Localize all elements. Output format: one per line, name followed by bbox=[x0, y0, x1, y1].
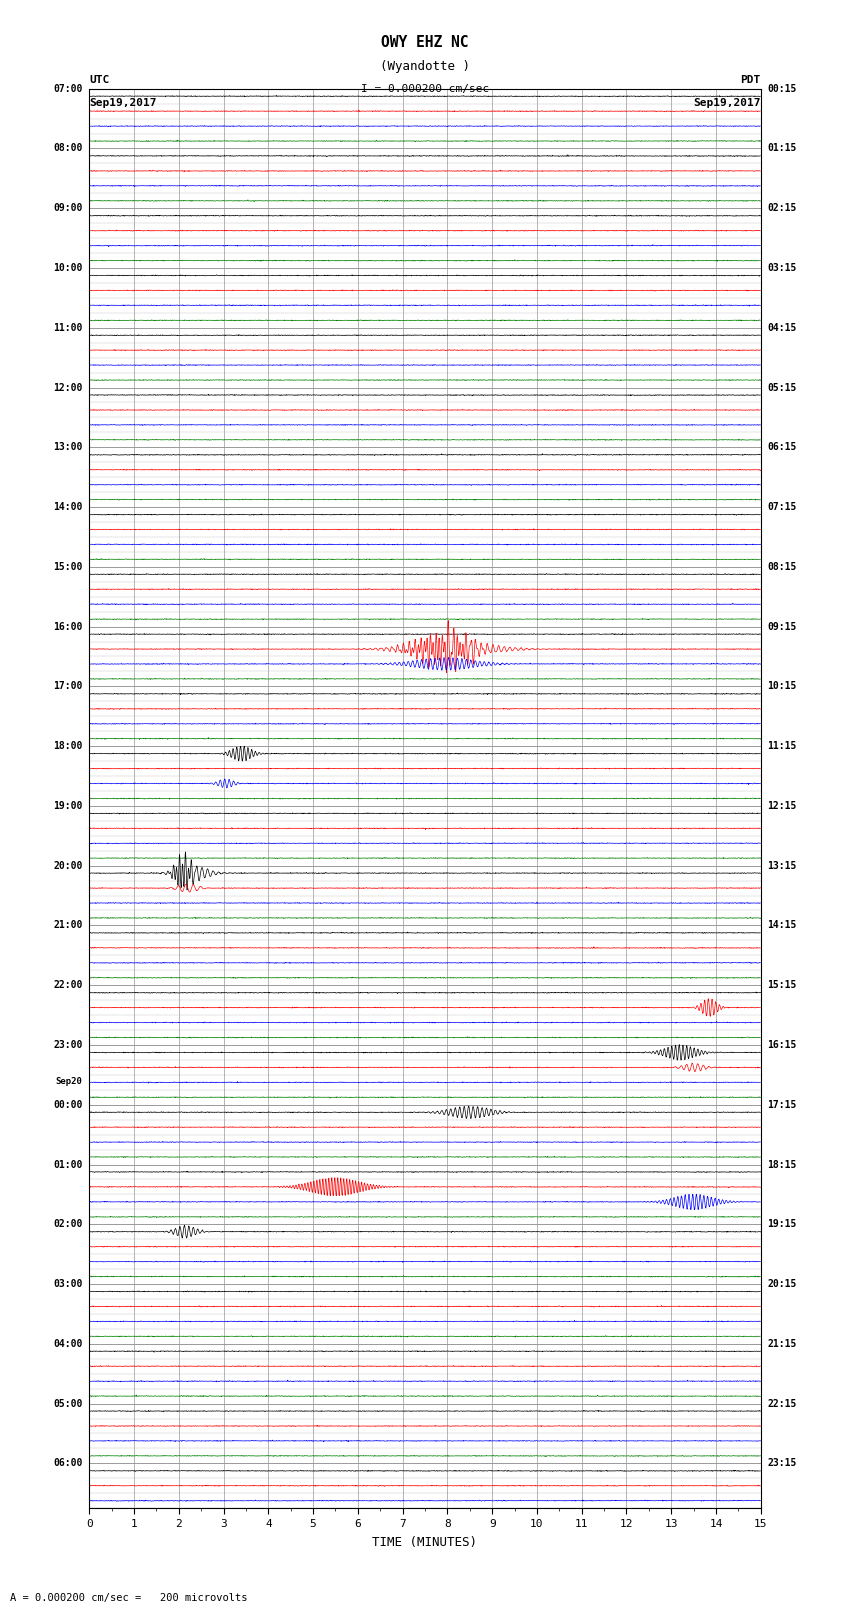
Text: 17:15: 17:15 bbox=[768, 1100, 797, 1110]
Text: 23:15: 23:15 bbox=[768, 1458, 797, 1468]
Text: 23:00: 23:00 bbox=[53, 1040, 82, 1050]
Text: 18:00: 18:00 bbox=[53, 740, 82, 752]
Text: I = 0.000200 cm/sec: I = 0.000200 cm/sec bbox=[361, 84, 489, 94]
Text: 10:15: 10:15 bbox=[768, 681, 797, 692]
Text: 01:00: 01:00 bbox=[53, 1160, 82, 1169]
Text: 04:00: 04:00 bbox=[53, 1339, 82, 1348]
Text: PDT: PDT bbox=[740, 76, 761, 85]
X-axis label: TIME (MINUTES): TIME (MINUTES) bbox=[372, 1536, 478, 1548]
Text: 16:00: 16:00 bbox=[53, 621, 82, 632]
Text: 12:15: 12:15 bbox=[768, 802, 797, 811]
Text: Sep19,2017: Sep19,2017 bbox=[694, 98, 761, 108]
Text: Sep19,2017: Sep19,2017 bbox=[89, 98, 156, 108]
Text: 15:00: 15:00 bbox=[53, 561, 82, 573]
Text: 13:15: 13:15 bbox=[768, 861, 797, 871]
Text: 16:15: 16:15 bbox=[768, 1040, 797, 1050]
Text: 02:00: 02:00 bbox=[53, 1219, 82, 1229]
Text: 04:15: 04:15 bbox=[768, 323, 797, 332]
Text: 18:15: 18:15 bbox=[768, 1160, 797, 1169]
Text: 09:15: 09:15 bbox=[768, 621, 797, 632]
Text: UTC: UTC bbox=[89, 76, 110, 85]
Text: 08:15: 08:15 bbox=[768, 561, 797, 573]
Text: 08:00: 08:00 bbox=[53, 144, 82, 153]
Text: 21:15: 21:15 bbox=[768, 1339, 797, 1348]
Text: 22:00: 22:00 bbox=[53, 981, 82, 990]
Text: 11:15: 11:15 bbox=[768, 740, 797, 752]
Text: (Wyandotte ): (Wyandotte ) bbox=[380, 60, 470, 73]
Text: 06:15: 06:15 bbox=[768, 442, 797, 452]
Text: 07:15: 07:15 bbox=[768, 502, 797, 511]
Text: OWY EHZ NC: OWY EHZ NC bbox=[382, 35, 468, 50]
Text: 13:00: 13:00 bbox=[53, 442, 82, 452]
Text: 22:15: 22:15 bbox=[768, 1398, 797, 1408]
Text: 03:00: 03:00 bbox=[53, 1279, 82, 1289]
Text: 14:15: 14:15 bbox=[768, 921, 797, 931]
Text: 06:00: 06:00 bbox=[53, 1458, 82, 1468]
Text: A = 0.000200 cm/sec =   200 microvolts: A = 0.000200 cm/sec = 200 microvolts bbox=[10, 1594, 247, 1603]
Text: 19:00: 19:00 bbox=[53, 802, 82, 811]
Text: 12:00: 12:00 bbox=[53, 382, 82, 392]
Text: 15:15: 15:15 bbox=[768, 981, 797, 990]
Text: 10:00: 10:00 bbox=[53, 263, 82, 273]
Text: 20:00: 20:00 bbox=[53, 861, 82, 871]
Text: 17:00: 17:00 bbox=[53, 681, 82, 692]
Text: 20:15: 20:15 bbox=[768, 1279, 797, 1289]
Text: 05:00: 05:00 bbox=[53, 1398, 82, 1408]
Text: 09:00: 09:00 bbox=[53, 203, 82, 213]
Text: 00:15: 00:15 bbox=[768, 84, 797, 94]
Text: 14:00: 14:00 bbox=[53, 502, 82, 511]
Text: 03:15: 03:15 bbox=[768, 263, 797, 273]
Text: 19:15: 19:15 bbox=[768, 1219, 797, 1229]
Text: 00:00: 00:00 bbox=[53, 1100, 82, 1110]
Text: 01:15: 01:15 bbox=[768, 144, 797, 153]
Text: 11:00: 11:00 bbox=[53, 323, 82, 332]
Text: 07:00: 07:00 bbox=[53, 84, 82, 94]
Text: Sep20: Sep20 bbox=[55, 1077, 82, 1086]
Text: 21:00: 21:00 bbox=[53, 921, 82, 931]
Text: 02:15: 02:15 bbox=[768, 203, 797, 213]
Text: 05:15: 05:15 bbox=[768, 382, 797, 392]
